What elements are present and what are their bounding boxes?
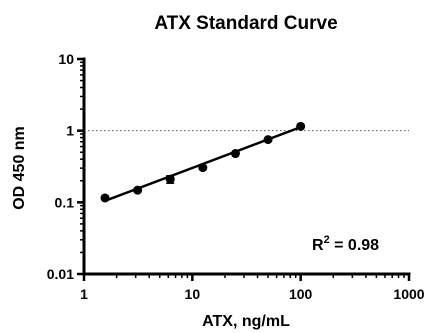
r-squared-annotation: R2 = 0.98	[312, 234, 379, 254]
data-point	[296, 121, 306, 131]
data-point	[198, 163, 208, 173]
data-point	[133, 185, 143, 195]
y-tick-label: 0.1	[55, 194, 75, 210]
r-squared-r: R	[312, 237, 324, 254]
x-tick-label: 10	[185, 286, 201, 302]
data-point	[263, 135, 273, 145]
data-point	[165, 174, 175, 184]
x-axis-label: ATX, ng/mL	[202, 313, 290, 330]
x-tick-label: 1000	[393, 286, 424, 302]
axes-layer: 1 10 100 1000 0.01 0.1 1 10	[47, 51, 425, 302]
chart-title: ATX Standard Curve	[154, 13, 337, 34]
y-axis-label: OD 450 nm	[11, 126, 28, 210]
y-tick-label: 0.01	[47, 266, 74, 282]
r-squared-superscript: 2	[324, 234, 330, 246]
data-point	[100, 193, 110, 203]
x-tick-label: 100	[289, 286, 313, 302]
y-tick-label: 10	[58, 51, 74, 67]
data-points-layer	[100, 121, 306, 203]
data-point	[230, 149, 240, 159]
x-tick-label: 1	[80, 286, 88, 302]
y-tick-label: 1	[66, 123, 74, 139]
r-squared-value: = 0.98	[330, 237, 379, 254]
